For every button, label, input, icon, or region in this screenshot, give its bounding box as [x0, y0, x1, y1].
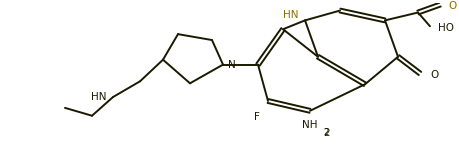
Text: HO: HO — [438, 23, 454, 33]
Text: HN: HN — [90, 92, 106, 102]
Text: O: O — [448, 1, 456, 11]
Text: 2: 2 — [323, 128, 330, 137]
Text: N: N — [228, 60, 236, 70]
Text: NH: NH — [302, 120, 318, 130]
Text: F: F — [254, 112, 260, 122]
Text: 2: 2 — [323, 128, 328, 137]
Text: O: O — [430, 70, 438, 80]
Text: HN: HN — [284, 10, 299, 21]
